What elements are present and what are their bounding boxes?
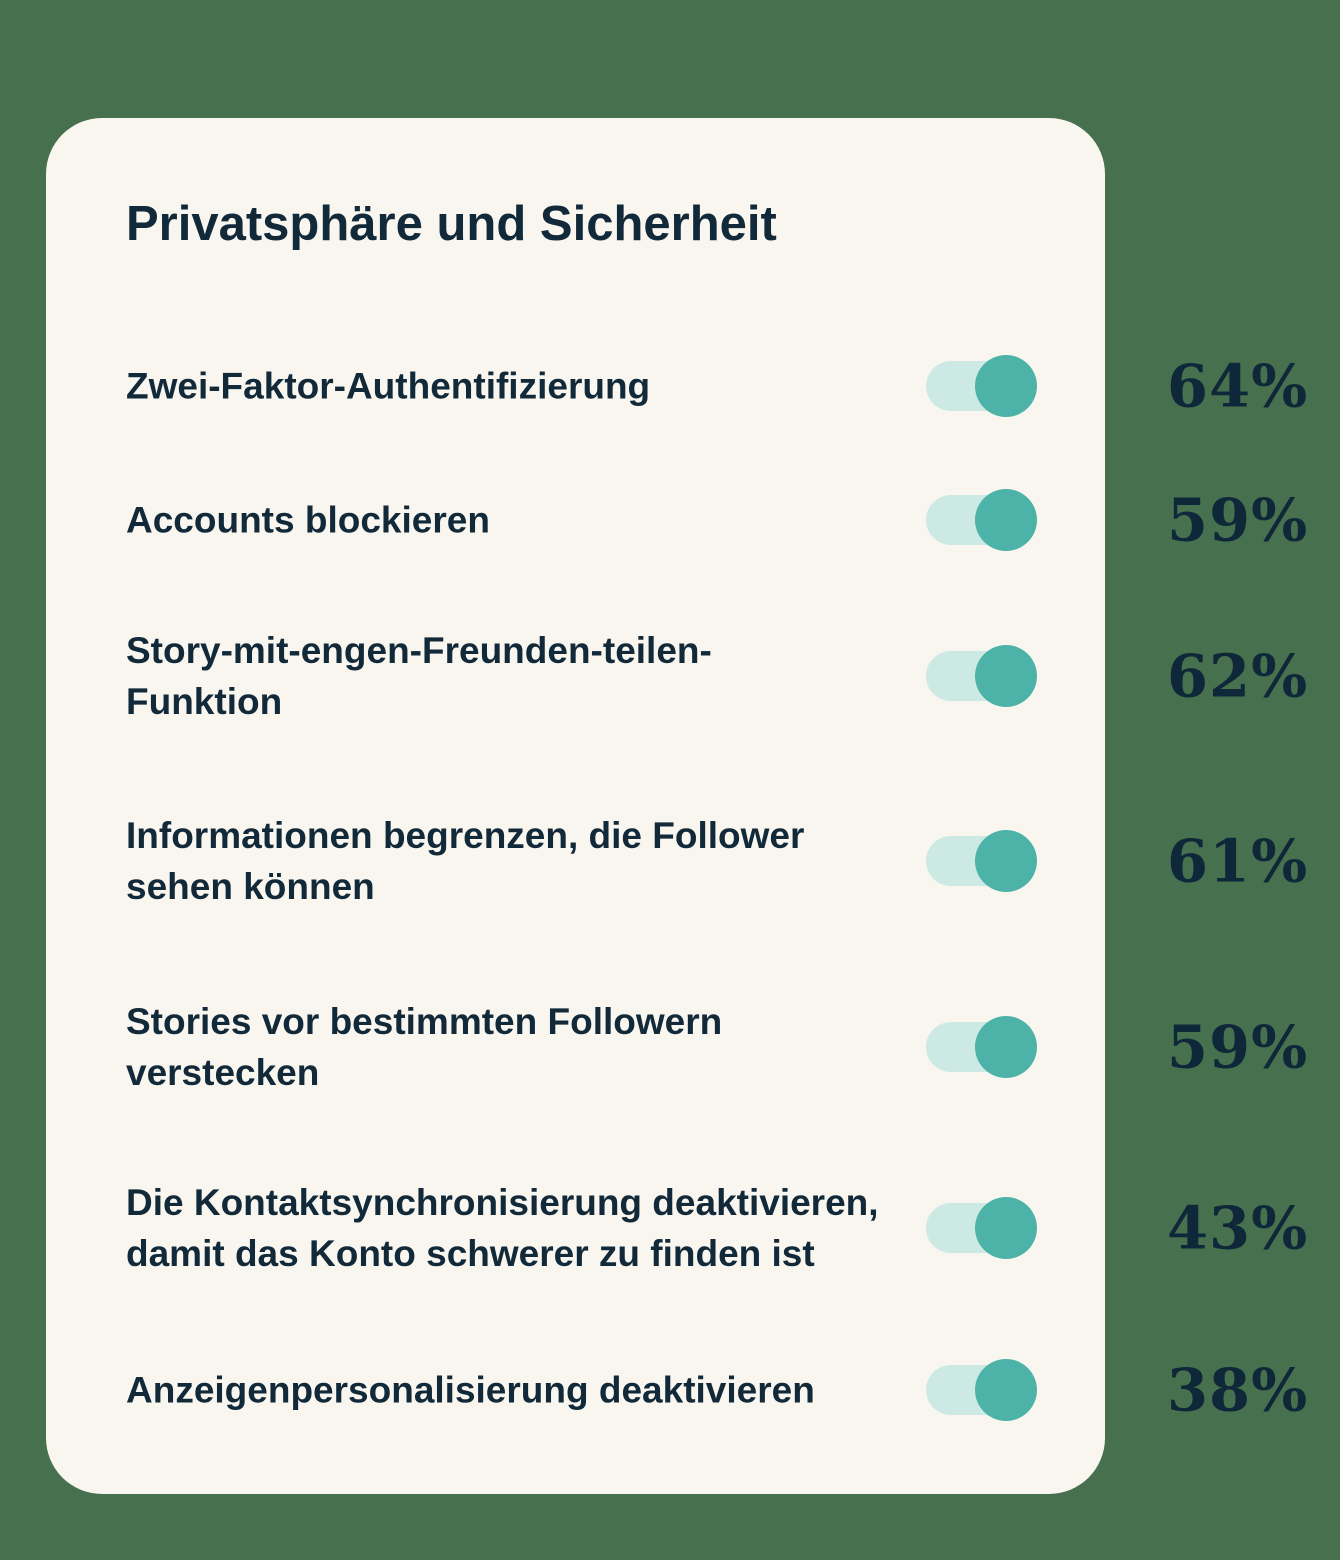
- toggle-knob-icon: [975, 1359, 1037, 1421]
- toggle-knob-icon: [975, 645, 1037, 707]
- toggle-switch[interactable]: [926, 355, 1037, 417]
- setting-label: Zwei-Faktor-Authentifizierung: [126, 365, 651, 407]
- setting-label: Anzeigenpersonalisierung deaktivieren: [126, 1369, 815, 1411]
- setting-label: Informationen begrenzen, die Follower se…: [126, 815, 805, 907]
- percentage-value: 38%: [1167, 1355, 1309, 1425]
- toggle-knob-icon: [975, 489, 1037, 551]
- toggle-knob-icon: [975, 1016, 1037, 1078]
- percentage-value: 64%: [1167, 351, 1309, 421]
- toggle-knob-icon: [975, 830, 1037, 892]
- setting-label: Accounts blockieren: [126, 499, 490, 541]
- setting-label: Stories vor bestimmten Followern verstec…: [126, 1001, 723, 1093]
- toggle-switch[interactable]: [926, 1359, 1037, 1421]
- percentage-value: 62%: [1167, 641, 1309, 711]
- setting-label: Story-mit-engen-Freunden-teilen- Funktio…: [126, 630, 712, 722]
- toggle-knob-icon: [975, 1197, 1037, 1259]
- setting-label: Die Kontaktsynchronisierung deaktivieren…: [126, 1182, 879, 1274]
- toggle-switch[interactable]: [926, 645, 1037, 707]
- settings-card: [46, 118, 1105, 1494]
- toggle-switch[interactable]: [926, 1016, 1037, 1078]
- toggle-switch[interactable]: [926, 1197, 1037, 1259]
- toggle-switch[interactable]: [926, 830, 1037, 892]
- card-title: Privatsphäre und Sicherheit: [126, 197, 777, 251]
- percentage-value: 43%: [1167, 1193, 1309, 1263]
- percentage-value: 61%: [1167, 826, 1309, 896]
- percentage-value: 59%: [1167, 1012, 1309, 1082]
- percentage-value: 59%: [1167, 485, 1309, 555]
- toggle-knob-icon: [975, 355, 1037, 417]
- toggle-switch[interactable]: [926, 489, 1037, 551]
